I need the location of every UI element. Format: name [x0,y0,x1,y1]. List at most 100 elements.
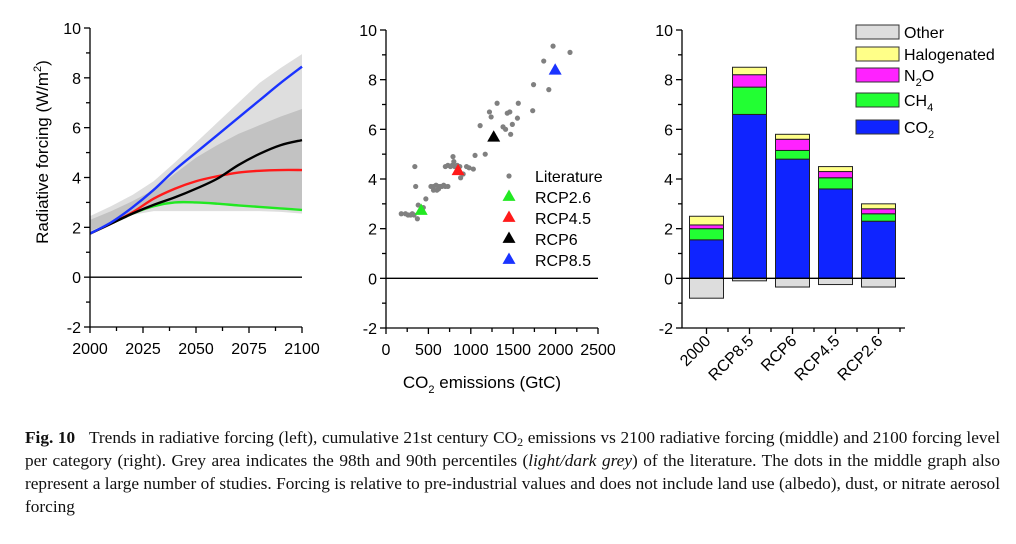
legend-rcp2-6-label: RCP2.6 [535,190,591,207]
legend-label-sub: 2 [928,129,934,141]
bar-segment-halogenated-2000 [689,215,724,226]
legend-label-sub: 2 [916,77,922,89]
marker-rcp2-6 [414,203,428,215]
figure-caption: Fig. 10 Trends in radiative forcing (lef… [25,426,1000,518]
legend-rcp4-5-label: RCP4.5 [535,211,591,228]
legend-halogenated-label: Halogenated [904,47,995,64]
legend-label-sub: 4 [927,102,933,114]
x-tick-label: 2025 [125,341,161,358]
y-tick-label: 2 [72,220,81,237]
y-tick-label: -2 [363,321,377,338]
literature-point [472,152,478,159]
x-tick-label: 0 [382,342,391,359]
y-tick-label: 0 [664,271,673,288]
y-tick-label: 6 [72,121,81,138]
literature-point [515,100,521,106]
bar-segment-n2o-rcp4-5 [818,171,853,179]
legend-label-main: Halogenated [904,47,995,64]
x-tick-label: 2000 [538,342,574,359]
y-tick-label: 4 [72,171,81,188]
line-rcp8-5 [89,65,303,235]
legend-rcp4-5-marker [502,210,516,222]
caption-text-3: light/dark grey [528,451,633,470]
literature-point [507,109,513,115]
legend-other-swatch [855,24,900,40]
line-rcp6 [89,138,303,235]
x-axis-label: CO2 emissions (GtC) [403,373,561,396]
y-tick-label: 8 [368,73,377,90]
bar-segment-halogenated-rcp2-6 [861,203,896,210]
x-tick-label: 2100 [284,341,320,358]
legend-halogenated-swatch [855,46,900,62]
literature-point [486,109,493,115]
caption-text-1: 2 [517,435,524,449]
bar-segment-n2o-rcp8-5 [732,74,767,88]
x-axis-label-sub: 2 [428,384,434,396]
literature-point [398,211,404,217]
literature-point [477,123,483,129]
legend-other-label: Other [904,25,945,42]
legend-label-main: CH [904,93,927,110]
band-90th-percentile [90,108,302,232]
marker-rcp6 [487,130,501,142]
legend-label-main: N [904,68,916,85]
legend-label-main: CO [904,120,928,137]
bar-segment-halogenated-rcp6 [775,133,810,140]
literature-point [423,196,429,202]
literature-point [430,187,437,193]
caption-text-0: Trends in radiative forcing (left), cumu… [88,428,518,447]
y-tick-label: 6 [664,122,673,139]
literature-point [415,202,421,208]
y-tick-label: 2 [664,222,673,239]
bar-segment-other-rcp2-6 [861,277,896,288]
literature-point [488,114,494,120]
literature-point [445,183,451,190]
x-tick-label: 500 [415,342,442,359]
stacked-bars [689,66,896,299]
legend-n2o-label: N2O [904,68,934,89]
legend-n2o-swatch [855,67,900,83]
literature-point [458,175,464,181]
bar-segment-other-2000 [689,277,724,299]
bar-segment-halogenated-rcp8-5 [732,66,767,76]
literature-point [550,43,556,49]
y-tick-label: -2 [659,321,673,338]
x-tick-label: RCP4.5 [792,333,844,385]
emissions-scatter-chart: -2 0 2 4 6 8 10 0 500 1000 1500 2000 2500 Literature… [359,23,616,396]
y-tick-label: 10 [63,21,81,38]
x-axis-label-post: emissions (GtC) [435,373,562,392]
axes: -2 0 2 4 6 8 10 2000 2025 2050 2075 2100 [63,21,320,358]
forcing-trend-chart: -2 0 2 4 6 8 10 2000 2025 2050 2075 2100 Radiative … [32,21,320,358]
x-axis-label-pre: CO [403,373,429,392]
literature-point [412,163,418,170]
x-tick-label: 2000 [677,333,714,370]
literature-point [514,115,521,121]
y-tick-label: -2 [67,320,81,337]
literature-point [530,82,537,88]
legend-ch4-swatch [855,92,900,108]
x-tick-label: 2075 [231,341,267,358]
legend-label-main: Other [904,25,945,42]
bar-segment-n2o-rcp2-6 [861,208,896,215]
legend-label-post: O [922,68,934,85]
legend-literature-marker [506,173,512,179]
x-tick-label: 2500 [580,342,616,359]
bar-segment-ch4-rcp2-6 [861,213,896,222]
x-tick-label: 2050 [178,341,214,358]
bar-segment-co2-rcp8-5 [732,113,767,279]
scatter-legend: Literature RCP2.6 RCP4.5 RCP6 RCP8.5 [502,169,603,270]
legend-rcp2-6-marker [502,189,516,201]
bar-segment-ch4-rcp4-5 [818,177,853,190]
marker-rcp8-5 [548,63,562,75]
bar-segment-ch4-rcp6 [775,149,810,160]
rcp-markers [414,63,562,215]
y-tick-label: 4 [368,172,377,189]
legend-co2-label: CO2 [904,120,934,141]
legend-rcp8-5-marker [502,252,516,264]
literature-point [450,154,456,160]
x-tick-label: RCP2.6 [835,333,887,385]
bar-segment-ch4-2000 [689,228,724,241]
bar-segment-co2-rcp6 [775,158,810,279]
legend-rcp6-label: RCP6 [535,232,578,249]
